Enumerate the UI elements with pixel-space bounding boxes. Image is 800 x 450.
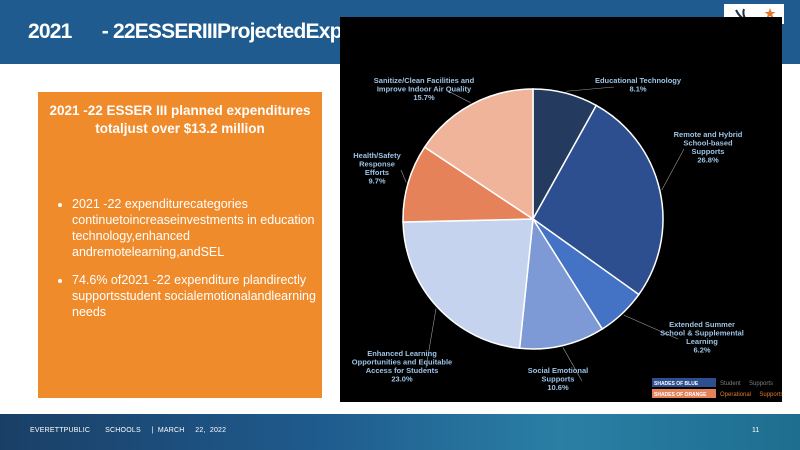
footer-text: EVERETTPUBLIC SCHOOLS | MARCH 22, 2022 [30, 427, 227, 434]
slice-value-6: 9.7% [368, 177, 385, 186]
slice-label-2: Remote and Hybrid School-based Supports 26.… [674, 130, 743, 165]
slice-value-7: 15.7% [413, 93, 435, 102]
pie-chart: Educational Technology 8.1% Remote and Hyb… [352, 76, 782, 398]
legend-swatch-2 [652, 389, 716, 398]
summary-bullets: 2021 -22 expenditurecategories continuet… [58, 196, 328, 332]
slice-label-1: Educational Technology 8.1% [595, 76, 682, 94]
legend-swatch-1 [652, 378, 716, 387]
leader-line-5 [425, 308, 437, 369]
summary-headline: 2021 -22 ESSER III planned expenditures … [49, 103, 311, 136]
bullet-item: 2021 -22 expenditurecategories continuet… [72, 196, 328, 260]
legend-swatch-label-2: SHADES OF ORANGE [654, 392, 707, 398]
slice-label-5: Enhanced Learning Opportunities and Equit… [352, 349, 452, 384]
pie-slice-2 [532, 104, 664, 296]
leader-line-7 [447, 90, 471, 103]
leader-line-1 [566, 86, 615, 92]
pie-slice-7 [423, 88, 534, 221]
pie-slice-6 [402, 146, 536, 223]
slice-label-6: Health/Safety Response Efforts 9.7% [353, 151, 401, 186]
slice-label-7: Sanitize/Clean Facilities and Improve Ind… [374, 76, 475, 102]
legend-swatch-label-1: SHADES OF BLUE [654, 381, 699, 387]
expenditure-chart: Educational Technology 8.1% Remote and Hyb… [340, 17, 782, 402]
footer-bar: EVERETTPUBLIC SCHOOLS | MARCH 22, 2022 1… [0, 414, 800, 450]
summary-panel: 2021 -22 ESSER III planned expenditures … [38, 92, 322, 398]
page-number: 11 [752, 427, 760, 434]
pie-slice-5 [402, 218, 534, 350]
slice-value-2: 26.8% [697, 156, 719, 165]
slice-value-5: 23.0% [391, 375, 413, 384]
pie-slice-4 [518, 216, 604, 350]
slice-value-3: 6.2% [693, 346, 710, 355]
leader-line-3 [623, 314, 679, 340]
bullet-item: 74.6% of2021 -22 expenditure plandirectl… [72, 272, 328, 320]
slice-value-4: 10.6% [547, 383, 569, 392]
slice-label-3: Extended Summer School & Supplemental Lear… [660, 320, 744, 355]
legend-text-2: Operational Supports [720, 392, 782, 398]
slice-label-4: Social Emotional Supports 10.6% [528, 366, 588, 392]
slice-value-1: 8.1% [629, 85, 646, 94]
leader-line-4 [562, 347, 583, 382]
leader-line-2 [661, 148, 685, 191]
leader-line-6 [400, 169, 407, 183]
legend-text-1: Student Supports [720, 381, 773, 387]
